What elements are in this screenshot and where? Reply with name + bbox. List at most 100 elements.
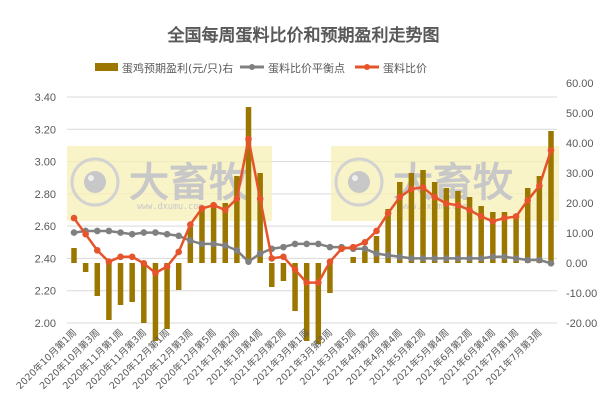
data-point-marker [280, 243, 287, 251]
profit-bar [222, 203, 228, 263]
profit-bar [385, 209, 391, 263]
profit-bar [175, 263, 182, 290]
data-point-marker [152, 229, 159, 236]
profit-bar [315, 263, 322, 344]
data-point-marker [105, 258, 113, 265]
data-point-marker [256, 195, 264, 202]
data-point-marker [210, 240, 217, 248]
breakeven-line [70, 227, 555, 267]
data-point-marker [512, 213, 520, 220]
profit-bar [536, 176, 543, 263]
data-point-marker [349, 243, 357, 251]
left-axis: 3.40 3.20 3.00 2.80 2.60 2.40 2.20 2.00 [35, 92, 56, 330]
data-point-marker [175, 248, 183, 256]
profit-bar [350, 257, 356, 263]
data-point-marker [70, 229, 78, 236]
data-point-marker [477, 255, 485, 262]
left-tick-label: 2.00 [35, 318, 56, 330]
data-point-marker [419, 255, 427, 262]
profit-bar [443, 188, 450, 263]
data-point-marker [547, 259, 555, 267]
data-point-marker [233, 195, 241, 202]
watermark-logo-icon [70, 157, 120, 207]
legend: 蛋鸡预期盈利(元/只)右 蛋料比价平衡点 蛋料比价 [95, 61, 427, 75]
left-tick-label: 2.20 [35, 286, 56, 298]
left-tick-label: 3.20 [35, 124, 56, 136]
data-point-marker [256, 250, 264, 257]
legend-item-ratio[interactable]: 蛋料比价 [355, 61, 427, 75]
right-tick-label: 20.00 [566, 198, 594, 210]
data-point-marker [477, 213, 485, 220]
right-tick-label: 60.00 [566, 78, 594, 90]
data-point-marker [512, 255, 520, 262]
data-point-marker [361, 245, 369, 253]
profit-bar [141, 263, 147, 323]
data-point-marker [536, 256, 543, 264]
data-point-marker [501, 253, 508, 261]
data-point-marker [524, 256, 532, 264]
profit-bar [362, 251, 368, 263]
profit-bar [431, 182, 438, 263]
left-tick-label: 2.40 [35, 253, 56, 265]
data-point-marker [442, 200, 450, 207]
data-point-marker [501, 214, 508, 222]
data-point-marker [210, 201, 217, 209]
profit-bar [524, 188, 531, 263]
data-point-marker [454, 255, 462, 262]
data-point-marker [489, 253, 497, 261]
profit-bar [106, 263, 112, 320]
data-point-marker [163, 263, 171, 270]
profit-bar [257, 173, 263, 263]
data-point-marker [419, 184, 427, 191]
profit-bar [420, 170, 426, 263]
watermark-logo-icon [334, 157, 384, 207]
profit-bar [71, 248, 77, 263]
data-point-marker [93, 227, 101, 235]
legend-item-profit[interactable]: 蛋鸡预期盈利(元/只)右 [95, 61, 233, 75]
right-tick-label: 10.00 [566, 228, 594, 240]
data-point-marker [338, 245, 345, 253]
data-point-marker [221, 206, 229, 214]
profit-bar [466, 197, 473, 263]
legend-item-breakeven[interactable]: 蛋料比价平衡点 [240, 61, 345, 75]
data-point-marker [128, 230, 136, 238]
profit-bar [513, 215, 519, 263]
profit-bar [269, 263, 275, 287]
profit-bar [82, 263, 89, 272]
data-point-marker [384, 209, 392, 217]
data-point-marker [221, 242, 229, 249]
data-point-marker [198, 240, 206, 248]
profit-bars [71, 107, 554, 344]
data-point-marker [326, 258, 334, 265]
ratio-line [70, 135, 555, 286]
data-point-marker [198, 205, 206, 212]
data-point-marker [105, 227, 113, 235]
data-point-marker [70, 214, 78, 222]
data-point-marker [536, 182, 543, 190]
legend-label: 蛋鸡预期盈利(元/只)右 [122, 61, 233, 75]
profit-bar [210, 203, 217, 263]
data-point-marker [326, 243, 334, 251]
data-point-marker [396, 193, 404, 201]
data-point-marker [93, 247, 101, 254]
data-point-marker [431, 193, 438, 201]
data-point-marker [303, 279, 310, 286]
watermark-brand: 大畜牧 [129, 160, 250, 206]
left-tick-label: 3.00 [35, 157, 56, 169]
data-point-marker [128, 253, 136, 261]
data-point-marker [466, 206, 473, 214]
data-point-marker [303, 240, 310, 248]
profit-bar [199, 206, 205, 263]
data-point-marker [245, 258, 252, 265]
data-point-marker [280, 253, 287, 261]
legend-label: 蛋料比价 [383, 61, 427, 75]
right-tick-label: 40.00 [566, 138, 594, 150]
left-tick-label: 2.80 [35, 189, 56, 201]
left-tick-label: 3.40 [35, 92, 56, 104]
data-point-marker [361, 238, 369, 246]
data-point-marker [291, 240, 299, 248]
x-axis: 2020年10月第1周2020年10月第3周2020年11月第1周2020年11… [14, 327, 545, 392]
data-point-marker [117, 253, 124, 261]
